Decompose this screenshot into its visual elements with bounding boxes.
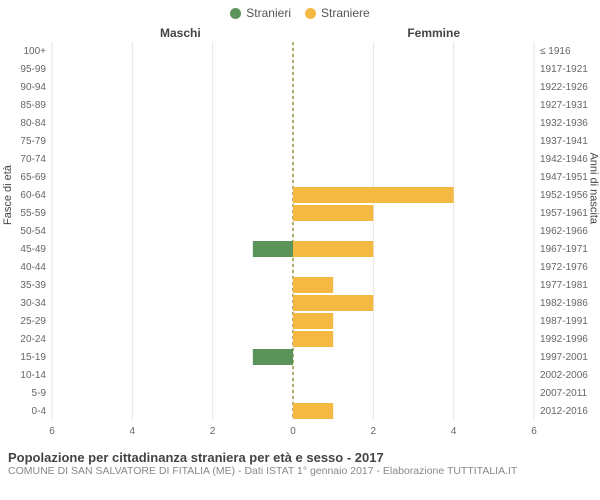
svg-text:1922-1926: 1922-1926 [540,82,588,93]
svg-text:80-84: 80-84 [20,118,46,129]
bar-female [293,187,454,203]
bar-female [293,331,333,347]
svg-text:95-99: 95-99 [20,64,46,75]
svg-text:35-39: 35-39 [20,280,46,291]
chart-footer: Popolazione per cittadinanza straniera p… [0,450,600,481]
svg-text:100+: 100+ [23,46,46,57]
svg-text:1982-1986: 1982-1986 [540,298,588,309]
svg-text:30-34: 30-34 [20,298,46,309]
svg-text:1967-1971: 1967-1971 [540,244,588,255]
svg-text:50-54: 50-54 [20,226,46,237]
svg-text:55-59: 55-59 [20,208,46,219]
svg-text:1962-1966: 1962-1966 [540,226,588,237]
svg-text:1957-1961: 1957-1961 [540,208,588,219]
svg-text:1927-1931: 1927-1931 [540,100,588,111]
svg-text:60-64: 60-64 [20,190,46,201]
svg-text:1952-1956: 1952-1956 [540,190,588,201]
svg-text:2002-2006: 2002-2006 [540,370,588,381]
svg-text:1942-1946: 1942-1946 [540,154,588,165]
svg-text:1932-1936: 1932-1936 [540,118,588,129]
chart-source: COMUNE DI SAN SALVATORE DI FITALIA (ME) … [8,465,592,477]
chart-legend: Stranieri Straniere [0,0,600,20]
svg-text:25-29: 25-29 [20,316,46,327]
svg-text:≤ 1916: ≤ 1916 [540,46,571,57]
svg-text:1997-2001: 1997-2001 [540,352,588,363]
svg-text:0: 0 [290,426,296,437]
svg-text:2: 2 [371,426,377,437]
svg-text:1992-1996: 1992-1996 [540,334,588,345]
svg-text:0-4: 0-4 [32,406,47,417]
svg-text:70-74: 70-74 [20,154,46,165]
svg-text:90-94: 90-94 [20,82,46,93]
svg-text:15-19: 15-19 [20,352,46,363]
legend-label-male: Stranieri [246,6,291,20]
legend-label-female: Straniere [321,6,370,20]
bar-female [293,205,373,221]
pyramid-chart-svg: 0 2 2 4 4 6 6 100+ ≤ 1916 95-99 1917-1921 90-94 1922… [0,20,600,450]
svg-text:6: 6 [531,426,537,437]
svg-text:65-69: 65-69 [20,172,46,183]
svg-text:4: 4 [451,426,457,437]
legend-swatch-male [230,8,241,19]
bar-male [253,349,293,365]
svg-text:1917-1921: 1917-1921 [540,64,588,75]
svg-text:1947-1951: 1947-1951 [540,172,588,183]
svg-text:1987-1991: 1987-1991 [540,316,588,327]
svg-text:5-9: 5-9 [32,388,47,399]
svg-text:2: 2 [210,426,216,437]
legend-item-female: Straniere [305,6,370,20]
svg-text:2012-2016: 2012-2016 [540,406,588,417]
svg-text:2007-2011: 2007-2011 [540,388,588,399]
legend-item-male: Stranieri [230,6,291,20]
svg-text:40-44: 40-44 [20,262,46,273]
legend-swatch-female [305,8,316,19]
svg-text:45-49: 45-49 [20,244,46,255]
svg-text:85-89: 85-89 [20,100,46,111]
svg-text:1972-1976: 1972-1976 [540,262,588,273]
svg-text:1977-1981: 1977-1981 [540,280,588,291]
bar-female [293,277,333,293]
svg-text:75-79: 75-79 [20,136,46,147]
bar-female [293,403,333,419]
bar-female [293,313,333,329]
svg-text:10-14: 10-14 [20,370,46,381]
bar-male [253,241,293,257]
svg-text:1937-1941: 1937-1941 [540,136,588,147]
chart-title: Popolazione per cittadinanza straniera p… [8,450,592,465]
bar-female [293,241,373,257]
svg-text:4: 4 [130,426,136,437]
svg-text:20-24: 20-24 [20,334,46,345]
svg-text:6: 6 [49,426,55,437]
bar-female [293,295,373,311]
chart-area: Maschi Femmine Fasce di età Anni di nasc… [0,20,600,450]
